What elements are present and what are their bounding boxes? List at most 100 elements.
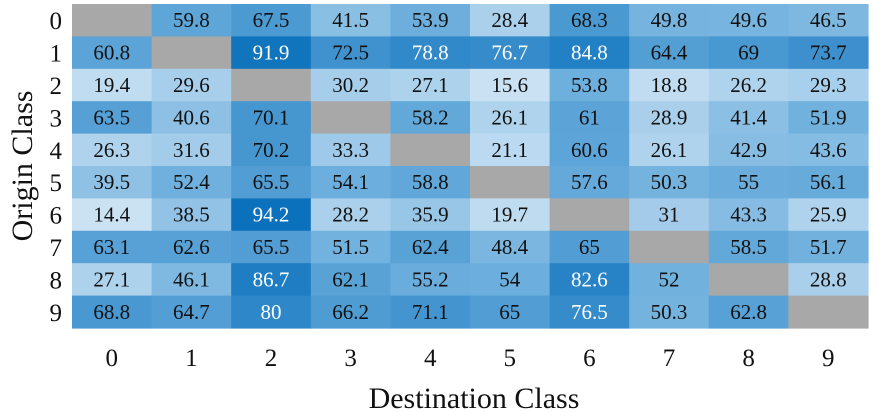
cell-value-label: 18.8 [651, 73, 688, 97]
cell-value-label: 41.4 [730, 105, 767, 129]
x-tick-label: 1 [185, 345, 198, 372]
cell-value-label: 27.1 [93, 267, 130, 291]
x-tick-label: 2 [265, 345, 278, 372]
heatmap-cell [310, 4, 391, 37]
heatmap-cell [549, 101, 630, 135]
heatmap-cell [390, 230, 471, 264]
heatmap-cell [470, 101, 551, 135]
heatmap-cell [708, 295, 789, 329]
cell-value-label: 68.8 [93, 300, 130, 324]
cell-value-label: 64.4 [651, 41, 688, 65]
cell-value-label: 39.5 [93, 170, 130, 194]
cell-value-label: 65.5 [253, 170, 290, 194]
heatmap-cell [549, 36, 630, 70]
heatmap-cell [310, 230, 391, 264]
heatmap-cell [629, 36, 710, 70]
heatmap-cell [151, 68, 232, 102]
heatmap-cell [310, 68, 391, 102]
cell-value-label: 68.3 [571, 8, 608, 32]
cell-value-label: 51.7 [810, 235, 847, 259]
heatmap-cell [151, 4, 232, 37]
cell-value-label: 65 [579, 235, 600, 259]
cell-value-label: 46.1 [173, 267, 210, 291]
cell-value-label: 28.8 [810, 267, 847, 291]
heatmap-cell [549, 68, 630, 102]
heatmap-cell [151, 198, 232, 232]
heatmap-cell [629, 263, 710, 297]
cell-value-label: 31 [659, 203, 680, 227]
cell-value-label: 42.9 [730, 138, 767, 162]
cell-value-label: 78.8 [412, 41, 449, 65]
cell-value-label: 28.9 [651, 105, 688, 129]
heatmap-cell [788, 263, 869, 297]
heatmap-cells: 59.8 67.5 41.5 53.9 28.4 68.3 49.8 49.6 46.5 60.8… [72, 4, 869, 329]
cell-value-label: 26.1 [651, 138, 688, 162]
cell-value-label: 84.8 [571, 41, 608, 65]
heatmap-cell [708, 198, 789, 232]
cell-value-label: 54 [499, 267, 521, 291]
heatmap-cell [72, 198, 153, 232]
heatmap-cell [231, 263, 312, 297]
cell-value-label: 66.2 [332, 300, 369, 324]
cell-value-label: 46.5 [810, 8, 847, 32]
heatmap-cell-empty [72, 4, 153, 37]
heatmap-cell [310, 263, 391, 297]
y-axis-title: Origin Class [6, 91, 39, 242]
cell-value-label: 72.5 [332, 41, 369, 65]
cell-value-label: 38.5 [173, 203, 210, 227]
heatmap-cell [310, 36, 391, 70]
heatmap-cell [310, 198, 391, 232]
heatmap-cell [470, 133, 551, 167]
cell-value-label: 48.4 [491, 235, 528, 259]
cell-value-label: 56.1 [810, 170, 847, 194]
heatmap-cell [629, 198, 710, 232]
heatmap-cell-empty [549, 198, 630, 232]
heatmap-cell-empty [470, 166, 551, 199]
heatmap-cell [708, 36, 789, 70]
cell-value-label: 26.2 [730, 73, 767, 97]
cell-value-label: 65 [499, 300, 520, 324]
heatmap-cell [470, 68, 551, 102]
cell-value-label: 86.7 [253, 267, 290, 291]
cell-value-label: 73.7 [810, 41, 847, 65]
cell-value-label: 31.6 [173, 138, 210, 162]
cell-value-label: 43.3 [730, 203, 767, 227]
cell-value-label: 65.5 [253, 235, 290, 259]
cell-value-label: 19.7 [491, 203, 528, 227]
y-tick-label: 6 [50, 203, 63, 230]
cell-value-label: 61 [579, 105, 600, 129]
heatmap-cell [708, 4, 789, 37]
cell-value-label: 91.9 [253, 41, 290, 65]
cell-value-label: 25.9 [810, 203, 847, 227]
heatmap-cell [788, 36, 869, 70]
heatmap-cell [629, 68, 710, 102]
heatmap-cell [629, 133, 710, 167]
cell-value-label: 15.6 [491, 73, 528, 97]
x-tick-label: 6 [583, 345, 596, 372]
heatmap-cell [708, 230, 789, 264]
heatmap-cell-empty [390, 133, 471, 167]
heatmap-cell [390, 198, 471, 232]
cell-value-label: 14.4 [93, 203, 130, 227]
heatmap-cell [470, 263, 551, 297]
heatmap-cell [151, 101, 232, 135]
heatmap-cell [151, 295, 232, 329]
cell-value-label: 69 [738, 41, 759, 65]
heatmap-cell [788, 198, 869, 232]
x-tick-label: 7 [663, 345, 676, 372]
cell-value-label: 58.8 [412, 170, 449, 194]
heatmap-cell [708, 133, 789, 167]
x-tick-label: 8 [742, 345, 755, 372]
y-tick-label: 2 [50, 73, 63, 100]
heatmap-cell [788, 166, 869, 199]
heatmap-cell [549, 230, 630, 264]
heatmap-cell [72, 263, 153, 297]
heatmap-cell [231, 133, 312, 167]
cell-value-label: 54.1 [332, 170, 369, 194]
heatmap-cell [72, 36, 153, 70]
x-tick-label: 5 [504, 345, 517, 372]
cell-value-label: 33.3 [332, 138, 369, 162]
cell-value-label: 71.1 [412, 300, 449, 324]
cell-value-label: 28.2 [332, 203, 369, 227]
